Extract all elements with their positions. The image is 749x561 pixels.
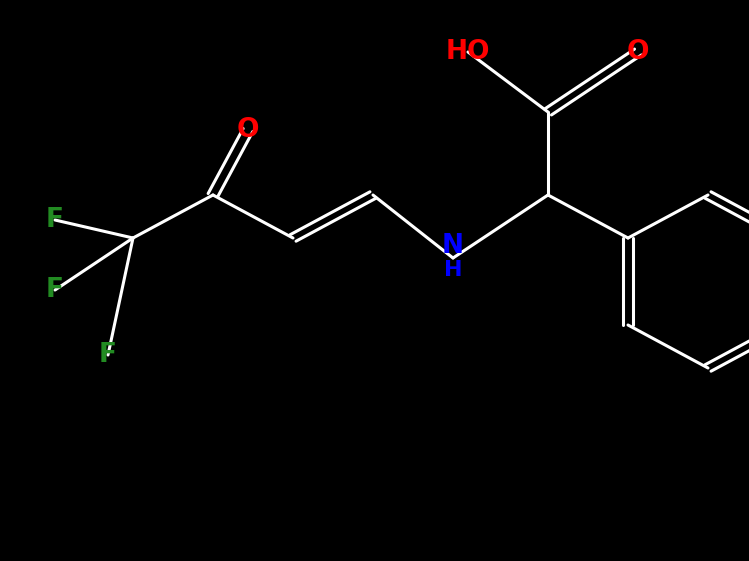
- Text: N: N: [442, 233, 464, 259]
- Text: HO: HO: [446, 39, 491, 65]
- Text: F: F: [99, 342, 117, 368]
- Text: H: H: [443, 260, 462, 280]
- Text: O: O: [237, 117, 259, 143]
- Text: O: O: [627, 39, 649, 65]
- Text: F: F: [46, 277, 64, 303]
- Text: F: F: [46, 207, 64, 233]
